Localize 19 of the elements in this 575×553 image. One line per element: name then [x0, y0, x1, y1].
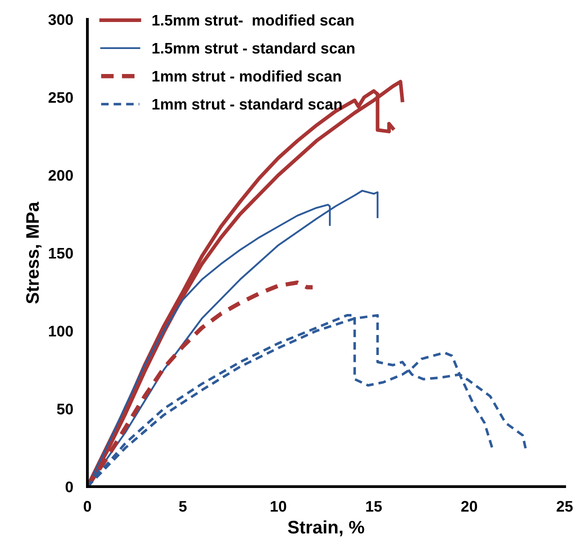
x-tick-label: 20 [461, 500, 478, 512]
x-tick-label: 25 [556, 500, 573, 512]
y-tick-label: 300 [48, 14, 73, 26]
y-tick-label: 0 [66, 482, 73, 492]
legend-label: 1.5mm strut - standard scan [152, 42, 354, 54]
y-tick-label: 100 [48, 326, 73, 337]
y-tick-label: 150 [48, 248, 73, 259]
y-axis-title: Stress, MPa [26, 202, 42, 304]
y-tick-label: 250 [48, 92, 73, 103]
legend-label: 1mm strut - modified scan [152, 70, 341, 82]
legend-label: 1.5mm strut- modified scan [152, 14, 354, 26]
y-tick-label: 200 [48, 170, 73, 181]
x-tick-label: 15 [366, 501, 382, 512]
x-tick-label: 5 [179, 501, 187, 512]
y-tick-label: 50 [56, 404, 73, 414]
x-axis-title: Strain, % [288, 520, 364, 536]
x-tick-label: 0 [84, 500, 92, 512]
legend-label: 1mm strut - standard scan [152, 98, 342, 110]
x-tick-label: 10 [270, 500, 286, 512]
